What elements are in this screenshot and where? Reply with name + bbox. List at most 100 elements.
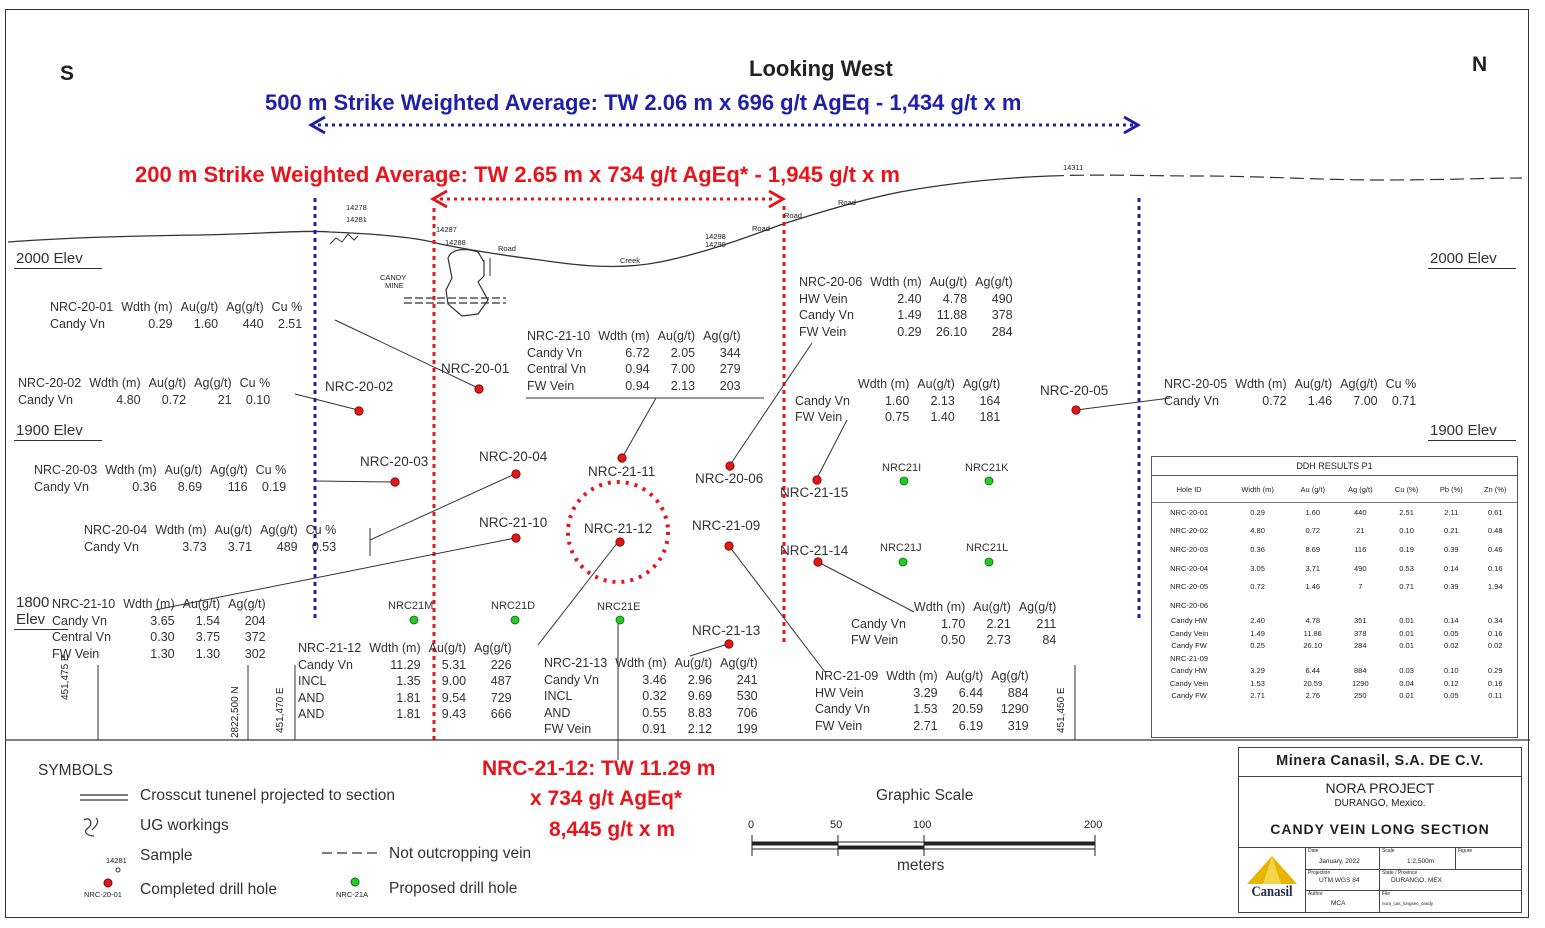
proposed-dot-21d: [510, 615, 520, 625]
assay-cell: 0.32: [642, 689, 667, 703]
leader-2110-b: [621, 397, 657, 459]
elevation-2000-left: 2000 Elev: [14, 250, 102, 269]
assay-header-cell: Cu %: [255, 463, 287, 477]
ddh-cell: [1226, 596, 1289, 615]
ddh-cell: 1.94: [1487, 582, 1503, 592]
legend-sample-dot: [115, 867, 121, 873]
assay-cell: 6.72: [625, 345, 650, 360]
assay-cell: 1.54: [195, 613, 221, 628]
assay-cell: 4.78: [942, 291, 968, 306]
ddh-row: NRC-20-01 0.29 1.60 440 2.51 2.11 0.61: [1152, 503, 1517, 522]
proposed-label-21m: NRC21M: [388, 600, 434, 612]
assay-cell: Candy Vn: [50, 316, 105, 331]
candy-mine-workings: [445, 248, 489, 317]
assay-cell: 1.35: [396, 674, 421, 688]
ddh-cell: 3.29: [1250, 666, 1265, 676]
terrain-label: 14298: [705, 232, 726, 241]
assay-cell: 4.80: [116, 392, 141, 407]
ddh-cell: 11.86: [1303, 628, 1322, 638]
hole-dot-2115: [812, 475, 822, 485]
ddh-row: NRC-20-06: [1152, 596, 1517, 615]
ddh-cell: 0.71: [1399, 582, 1414, 592]
hole-label-2109: NRC-21-09: [692, 518, 761, 533]
assay-cell: Candy Vn: [795, 393, 850, 408]
ddh-cell: Candy FW: [1171, 691, 1207, 701]
assay-cell: 7.00: [670, 362, 696, 376]
assay-cell: 11.29: [390, 657, 421, 672]
assay-cell: 666: [490, 707, 512, 721]
assay-cell: 884: [1007, 685, 1029, 700]
ddh-header-cell: Width (m): [1226, 475, 1289, 503]
ddh-cell: 0.01: [1399, 628, 1414, 638]
ddh-cell: 378: [1354, 628, 1367, 638]
ddh-row: NRC-21-09: [1152, 652, 1517, 665]
assay-cell: 0.72: [161, 392, 187, 407]
assay-cell: Candy Vn: [52, 613, 107, 628]
ddh-cell: 0.14: [1444, 563, 1459, 573]
assay-cell: 2.51: [277, 316, 303, 331]
assay-header-cell: Ag(g/t): [210, 463, 248, 477]
assay-cell: 7.00: [1353, 393, 1378, 408]
ddh-title: DDH RESULTS P1: [1152, 457, 1517, 476]
assay-cell: 729: [490, 690, 512, 705]
assay-cell: FW Vein: [795, 410, 843, 424]
assay-cell: 2.05: [670, 345, 696, 360]
terrain-label: 14299: [705, 240, 726, 249]
assay-cell: 6.19: [958, 718, 984, 733]
assay-cell: Candy Vn: [18, 392, 73, 407]
assay-header-cell: Au(g/t): [182, 597, 221, 611]
assay-header-cell: NRC-20-01: [50, 300, 114, 314]
assay-header-cell: Wdth (m): [598, 329, 650, 343]
leader-2110b: [154, 537, 516, 611]
assay-cell: 11.88: [936, 308, 968, 322]
ddh-cell: 1.60: [1305, 507, 1321, 517]
ddh-cell: 1290: [1351, 678, 1369, 688]
ddh-cell: 884: [1354, 666, 1367, 676]
ddh-cell: [1473, 652, 1517, 665]
ddh-cell: 4.80: [1250, 526, 1265, 536]
proposed-label-21i: NRC21I: [882, 462, 922, 474]
assay-nrc-21-12: NRC-21-12 Wdth (m) Au(g/t) Ag(g/t) Candy Vn 1…: [298, 640, 516, 723]
assay-header-cell: Wdth (m): [857, 377, 910, 391]
terrain-label: 14311: [1063, 163, 1084, 172]
ddh-row: Candy FW 2.71 2.76 250 0.01 0.05 0.11: [1152, 690, 1517, 703]
assay-header-cell: Ag(g/t): [991, 669, 1029, 683]
ddh-cell: Candy HW: [1170, 616, 1208, 626]
assay-cell: 8.83: [687, 705, 713, 720]
ddh-row: Candy HW 3.29 6.44 884 0.03 0.10 0.29: [1152, 665, 1517, 678]
legend-sample-number: 14281: [106, 856, 127, 865]
terrain-label: Road: [498, 244, 516, 253]
ddh-cell: Candy Vein: [1169, 628, 1209, 638]
ddh-cell: 0.21: [1444, 526, 1459, 536]
ddh-cell: 0.02: [1487, 641, 1503, 651]
assay-cell: 0.29: [148, 316, 173, 331]
leader-2114: [817, 561, 915, 613]
assay-header-cell: NRC-20-06: [799, 275, 863, 289]
assay-header-cell: Ag(g/t): [260, 523, 298, 537]
ddh-cell: 0.46: [1487, 544, 1503, 554]
topography-line: [7, 174, 1523, 268]
assay-header-cell: NRC-21-10: [527, 329, 591, 343]
hole-dot-2110: [511, 533, 521, 543]
assay-header-cell: Wdth (m): [870, 275, 922, 289]
proposed-label-21j: NRC21J: [880, 542, 922, 554]
grid-label: 2822,500 N: [230, 686, 241, 738]
ddh-cell: 0.11: [1488, 691, 1503, 701]
assay-header-cell: Au(g/t): [945, 669, 984, 683]
proposed-dot-21e: [615, 615, 625, 625]
assay-header-cell: Ag(g/t): [226, 300, 264, 314]
hole-label-2002: NRC-20-02: [325, 379, 394, 394]
legend-completed-id: NRC-20-01: [84, 890, 122, 899]
assay-nrc-20-01: NRC-20-01 Wdth (m) Au(g/t) Ag(g/t) Cu % Candy…: [50, 299, 306, 332]
assay-cell: 26.10: [935, 324, 968, 339]
terrain-label: 14287: [436, 225, 457, 234]
assay-cell: FW Vein: [52, 646, 100, 661]
assay-cell: 241: [736, 672, 758, 687]
ddh-cell: Candy FW: [1171, 641, 1207, 651]
assay-header-cell: Cu %: [1385, 377, 1417, 391]
assay-header-cell: Wdth (m): [123, 597, 175, 611]
assay-cell: FW Vein: [527, 378, 575, 393]
ddh-cell: 0.12: [1444, 678, 1459, 688]
assay-nrc-20-05: NRC-20-05 Wdth (m) Au(g/t) Ag(g/t) Cu % Candy…: [1164, 376, 1420, 409]
hole-label-2112: NRC-21-12: [584, 521, 653, 536]
